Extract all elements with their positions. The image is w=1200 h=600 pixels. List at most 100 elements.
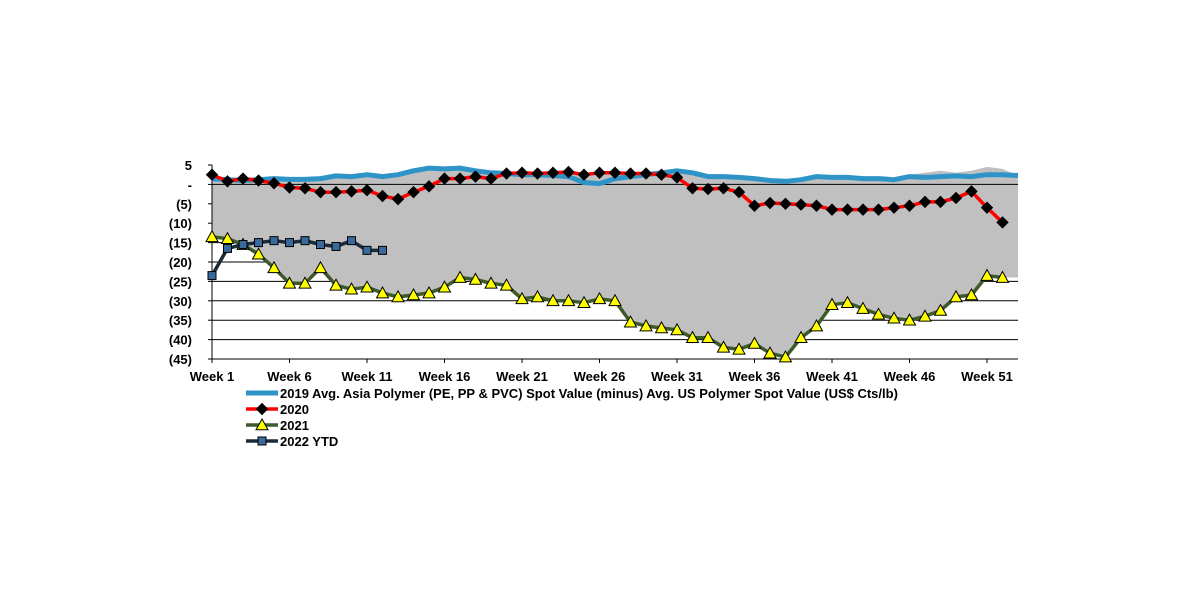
y-tick-label-10: (45) xyxy=(169,352,192,367)
series-1-point-47 xyxy=(934,195,947,209)
series-2-point-41 xyxy=(840,295,855,309)
series-2-point-11 xyxy=(375,286,390,299)
series-3-point-6 xyxy=(300,236,310,246)
series-3 xyxy=(207,236,387,281)
legend-marker-3 xyxy=(257,436,267,446)
series-2-point-34 xyxy=(732,342,746,355)
x-axis-ticks: Week 1 Week 6 Week 11 Week 16 Week 21 Week 26… xyxy=(190,359,1013,384)
series-1-point-1 xyxy=(221,175,234,188)
x-tick-label-3: Week 16 xyxy=(419,369,471,384)
series-2-point-29 xyxy=(654,320,669,334)
series-3-point-4 xyxy=(269,236,279,246)
y-tick-label-2: (5) xyxy=(176,197,192,212)
series-1-point-10 xyxy=(360,184,374,197)
series-2-point-31 xyxy=(685,330,700,343)
range-area-fill xyxy=(212,166,1018,358)
series-3-point-9 xyxy=(347,236,356,246)
series-2-line xyxy=(211,235,1003,359)
series-2-point-39 xyxy=(809,318,824,332)
series-1-point-24 xyxy=(577,168,591,181)
series-2-point-17 xyxy=(468,272,483,285)
series-2-point-12 xyxy=(391,289,405,303)
series-2-point-40 xyxy=(825,297,839,310)
series-1-point-27 xyxy=(624,167,637,180)
x-tick-label-2: Week 11 xyxy=(341,369,392,384)
y-tick-label-1: - xyxy=(188,177,192,192)
series-1-point-13 xyxy=(407,185,420,199)
series-1-point-11 xyxy=(376,189,389,203)
y-tick-label-9: (40) xyxy=(169,333,192,348)
x-tick-label-6: Week 31 xyxy=(651,369,703,384)
series-1-point-8 xyxy=(329,185,343,199)
series-2-point-21 xyxy=(530,289,545,303)
y-tick-label-4: (15) xyxy=(169,236,192,251)
series-1-point-2 xyxy=(236,172,250,185)
series-1-point-15 xyxy=(438,172,451,185)
series-2-point-15 xyxy=(437,280,452,293)
series-2-point-50 xyxy=(980,268,994,281)
series-1-point-29 xyxy=(655,168,668,181)
series-2-point-7 xyxy=(313,260,328,274)
y-axis-ticks: 5 - (5) (10) (15) (20) (25) (30) (35) (40) (45) xyxy=(169,158,212,367)
series-2-point-33 xyxy=(716,340,731,353)
series-1-point-26 xyxy=(608,166,622,179)
legend-label-0: 2019 Avg. Asia Polymer (PE, PP & PVC) Sp… xyxy=(280,386,898,401)
series-2-point-10 xyxy=(360,280,374,293)
y-tick-label-3: (10) xyxy=(169,216,192,231)
x-tick-label-9: Week 46 xyxy=(884,369,936,384)
series-2-point-23 xyxy=(561,293,576,307)
series-3-point-1 xyxy=(223,243,232,253)
series-2-point-37 xyxy=(778,350,793,363)
series-1-point-39 xyxy=(810,199,823,212)
series-2-point-26 xyxy=(608,293,622,307)
series-2-point-8 xyxy=(329,278,343,291)
series-1-point-5 xyxy=(283,181,296,194)
y-tick-label-7: (30) xyxy=(169,294,192,309)
x-tick-label-10: Week 51 xyxy=(961,369,1013,384)
series-1-point-46 xyxy=(918,195,932,209)
series-2-point-14 xyxy=(422,286,436,299)
series-1-point-22 xyxy=(546,166,560,179)
series-1-point-45 xyxy=(903,199,916,212)
series-2-point-22 xyxy=(546,293,560,307)
series-1-line xyxy=(211,170,1004,224)
series-2-point-44 xyxy=(887,311,901,324)
series-1-point-48 xyxy=(949,191,963,205)
series-1 xyxy=(205,165,1009,229)
x-tick-label-8: Week 41 xyxy=(806,369,858,384)
legend-label-1: 2020 xyxy=(280,402,309,417)
series-2-point-47 xyxy=(933,303,948,316)
series-2-point-49 xyxy=(964,287,979,301)
y-tick-label-6: (25) xyxy=(169,274,192,289)
legend-marker-2 xyxy=(255,417,269,431)
legend-label-3: 2022 YTD xyxy=(280,434,338,449)
series-1-point-0 xyxy=(205,168,219,181)
series-3-point-2 xyxy=(238,240,248,250)
x-tick-label-0: Week 1 xyxy=(190,369,235,384)
series-lines xyxy=(205,165,1019,363)
series-2-point-0 xyxy=(205,229,219,243)
series-2-point-18 xyxy=(484,276,498,289)
series-2-point-32 xyxy=(701,330,715,343)
series-2-point-25 xyxy=(592,291,607,305)
legend: 2019 Avg. Asia Polymer (PE, PP & PVC) Sp… xyxy=(246,386,898,449)
x-tick-label-1: Week 6 xyxy=(267,369,312,384)
series-2-point-6 xyxy=(298,276,312,289)
y-tick-label-5: (20) xyxy=(169,255,192,270)
series-2-point-1 xyxy=(220,231,235,245)
series-2-point-36 xyxy=(763,346,777,359)
series-3-point-0 xyxy=(207,271,217,281)
series-1-point-43 xyxy=(872,203,885,216)
x-tick-label-5: Week 26 xyxy=(574,369,626,384)
series-1-point-33 xyxy=(717,182,730,195)
series-3-point-5 xyxy=(285,238,294,248)
series-1-point-6 xyxy=(298,182,312,195)
range-area xyxy=(212,166,1018,358)
series-1-point-17 xyxy=(469,170,482,183)
series-1-point-21 xyxy=(531,167,544,180)
series-3-point-10 xyxy=(362,245,372,255)
series-1-point-38 xyxy=(794,198,808,211)
series-2-point-5 xyxy=(282,276,297,289)
series-2-point-51 xyxy=(995,270,1010,283)
series-1-point-30 xyxy=(670,171,684,184)
